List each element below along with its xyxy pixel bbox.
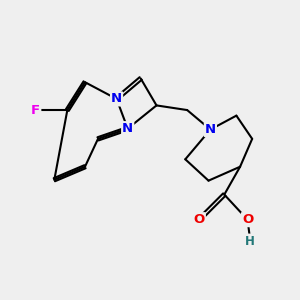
Text: N: N	[205, 123, 216, 136]
Text: F: F	[31, 103, 40, 117]
Text: O: O	[242, 213, 253, 226]
Text: N: N	[111, 92, 122, 105]
Text: O: O	[194, 213, 205, 226]
Text: N: N	[122, 122, 133, 135]
Text: H: H	[245, 235, 255, 248]
